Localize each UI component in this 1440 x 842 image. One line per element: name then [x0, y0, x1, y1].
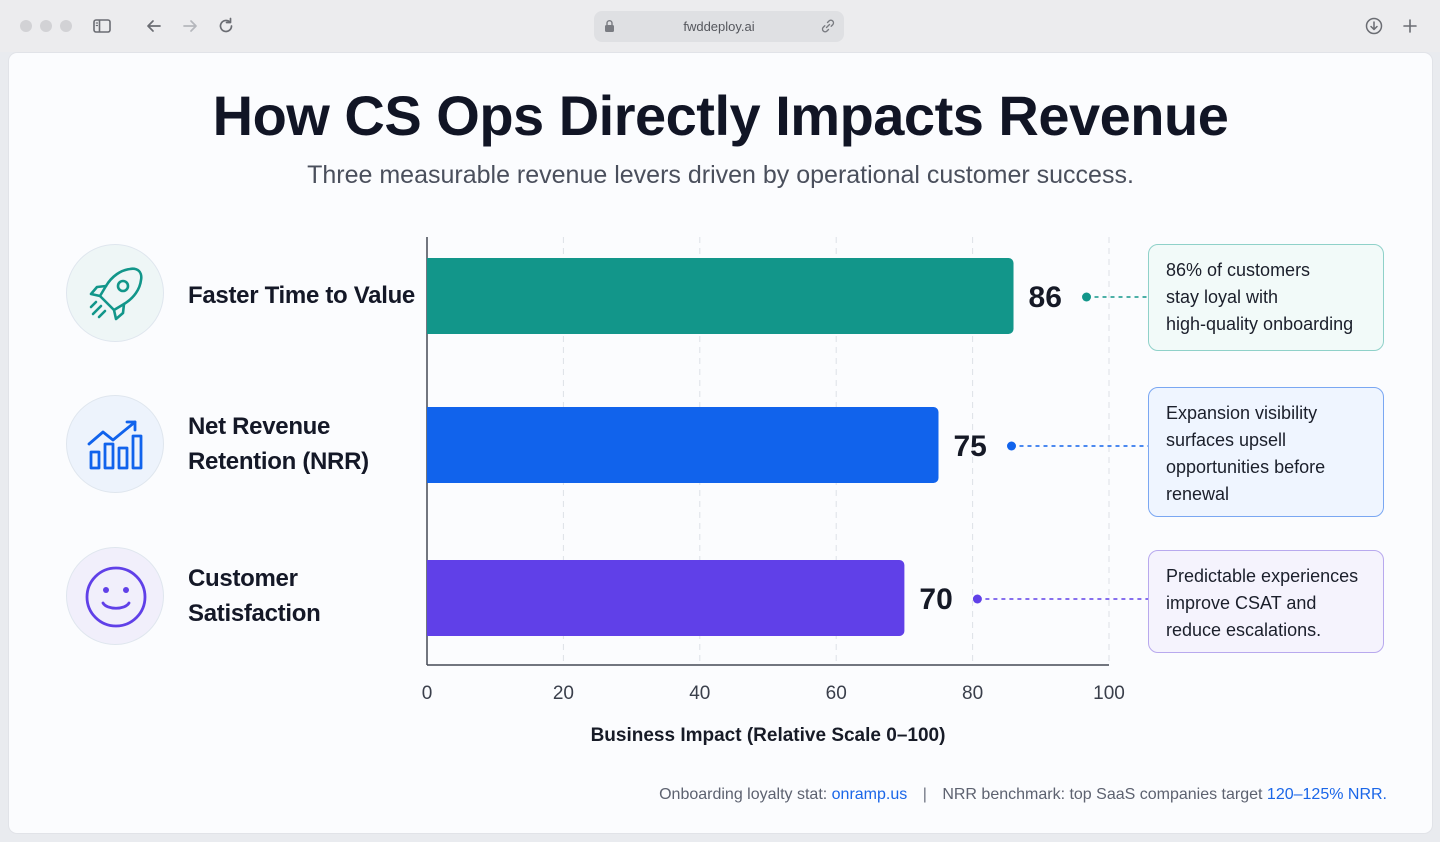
smiley-face-icon: [85, 566, 147, 628]
note-line: Expansion visibility: [1166, 403, 1318, 423]
note-line: opportunities before: [1166, 457, 1326, 477]
page-subtitle: Three measurable revenue levers driven b…: [307, 161, 1134, 189]
lever-icon-circle: [66, 395, 164, 493]
browser-toolbar: fwddeploy.ai: [0, 0, 1440, 52]
infographic-page: How CS Ops Directly Impacts Revenue Thre…: [9, 53, 1432, 833]
source-link-nrr[interactable]: 120–125% NRR.: [1266, 786, 1387, 803]
bar: [427, 258, 1014, 334]
lever-label: Net Revenue Retention (NRR): [188, 409, 369, 479]
new-tab-icon[interactable]: [1398, 14, 1422, 38]
x-tick-label: 20: [553, 683, 574, 704]
callout-note: Expansion visibility surfaces upsell opp…: [1148, 387, 1384, 517]
note-line: high-quality onboarding: [1166, 314, 1354, 334]
x-tick-label: 40: [689, 683, 710, 704]
lever-label-line: Retention (NRR): [188, 448, 369, 475]
callout-note: Predictable experiences improve CSAT and…: [1148, 550, 1384, 653]
source-separator: |: [922, 786, 927, 803]
window-minimize-button[interactable]: [40, 20, 52, 32]
lever-label: Faster Time to Value: [188, 278, 415, 313]
source-link-onramp[interactable]: onramp.us: [831, 786, 908, 803]
x-tick-label: 80: [962, 683, 983, 704]
lever-label-line: Satisfaction: [188, 600, 321, 627]
source-label: NRR benchmark: top SaaS companies target: [942, 786, 1263, 803]
lever-label-line: Faster Time to Value: [188, 282, 415, 309]
lever-label-line: Customer: [188, 565, 298, 592]
lock-icon: [605, 20, 614, 32]
lever-label: Customer Satisfaction: [188, 561, 321, 631]
back-arrow-icon[interactable]: [142, 14, 166, 38]
connector-dot: [1082, 292, 1092, 302]
note-line: surfaces upsell: [1166, 430, 1287, 450]
link-icon[interactable]: [820, 17, 836, 35]
bar: [427, 407, 939, 483]
x-tick-label: 100: [1093, 683, 1125, 704]
impact-bar-chart: 0 20 40 60 80 100 Business Impact (Relative Sc…: [422, 237, 1148, 746]
source-label: Onboarding loyalty stat:: [659, 786, 828, 803]
rocket-icon: [89, 267, 143, 321]
sidebar-toggle-icon[interactable]: [90, 14, 114, 38]
note-line: 86% of customers: [1166, 260, 1311, 280]
note-line: improve CSAT and: [1166, 593, 1317, 613]
x-tick-label: 0: [422, 683, 433, 704]
growth-chart-icon: [87, 420, 143, 470]
lever-label-line: Net Revenue: [188, 413, 331, 440]
lever-icon-circle: [66, 244, 164, 342]
url-text: fwddeploy.ai: [683, 19, 755, 34]
bar-value-label: 86: [1029, 281, 1062, 314]
note-line: stay loyal with: [1166, 287, 1279, 307]
page-title: How CS Ops Directly Impacts Revenue: [212, 84, 1229, 147]
bar-value-label: 75: [954, 430, 987, 463]
note-line: Predictable experiences: [1166, 566, 1359, 586]
x-axis-title: Business Impact (Relative Scale 0–100): [591, 725, 946, 746]
window-close-button[interactable]: [20, 20, 32, 32]
connector-dot: [972, 594, 982, 604]
callout-note: 86% of customers stay loyal with high-qu…: [1148, 244, 1384, 351]
connector-dot: [1007, 441, 1016, 451]
lever-icon-circle: [66, 547, 164, 645]
bar-value-label: 70: [919, 583, 952, 616]
note-line: reduce escalations.: [1166, 620, 1322, 640]
reload-icon[interactable]: [214, 14, 238, 38]
source-footnote: Onboarding loyalty stat: onramp.us | NRR…: [659, 786, 1387, 804]
x-tick-label: 60: [826, 683, 847, 704]
note-line: renewal: [1166, 484, 1230, 504]
bar: [427, 560, 905, 636]
download-icon[interactable]: [1362, 14, 1386, 38]
address-bar[interactable]: fwddeploy.ai: [594, 11, 844, 42]
forward-arrow-icon[interactable]: [178, 14, 202, 38]
window-zoom-button[interactable]: [60, 20, 72, 32]
